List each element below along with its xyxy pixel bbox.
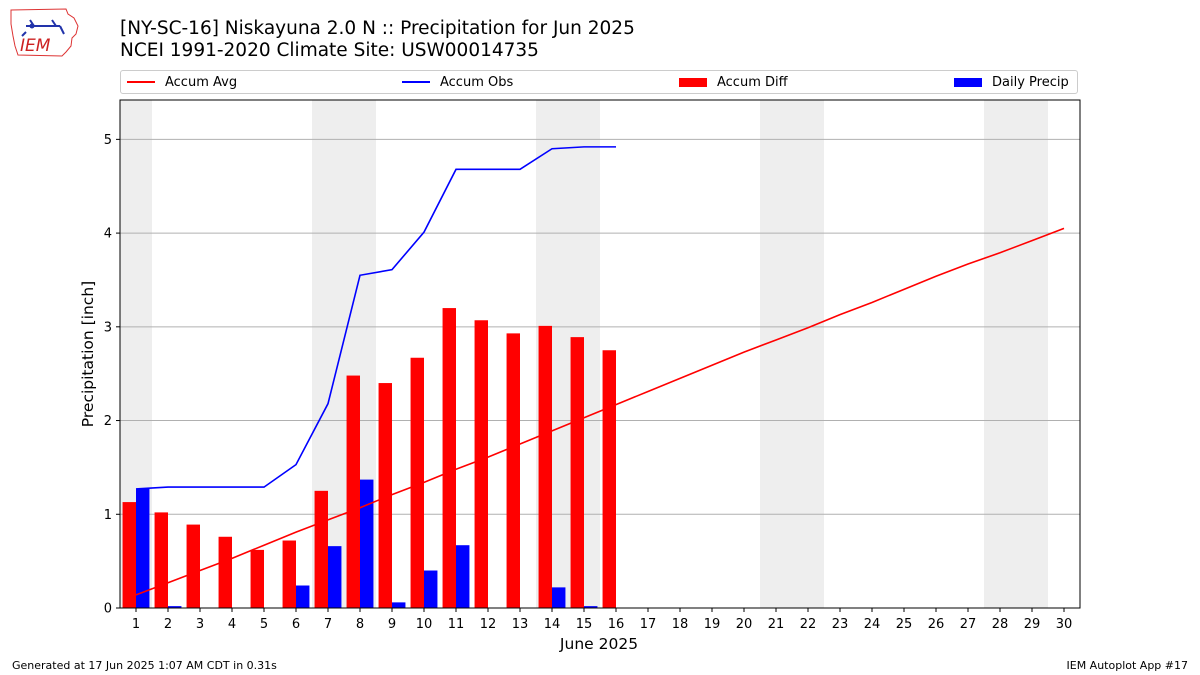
weather-glyph (21, 19, 65, 37)
x-tick-label: 8 (356, 617, 364, 632)
accum-diff-bar (154, 512, 168, 608)
accum-diff-bar (346, 375, 360, 608)
iowa-state-outline (10, 8, 79, 57)
daily-precip-bar (296, 585, 310, 608)
accum-diff-bar (314, 490, 328, 608)
accum-diff-bar (282, 540, 296, 608)
chart-title-line1: [NY-SC-16] Niskayuna 2.0 N :: Precipitat… (120, 18, 635, 39)
y-tick-label: 2 (104, 414, 112, 429)
accum-diff-bar (122, 502, 136, 608)
accum-obs-line (135, 146, 616, 490)
accum-diff-bar (570, 337, 584, 608)
x-tick-label: 26 (928, 617, 945, 632)
daily-precip-bar (584, 606, 598, 608)
x-tick-label: 7 (324, 617, 332, 632)
x-tick-label: 25 (896, 617, 913, 632)
x-tick-label: 29 (1024, 617, 1041, 632)
accum-diff-bar (538, 325, 552, 608)
daily-precip-bar (456, 545, 470, 608)
daily-precip-bar (424, 570, 438, 608)
daily-precip-bar (392, 602, 406, 608)
x-tick-label: 30 (1056, 617, 1073, 632)
x-tick-label: 21 (768, 617, 785, 632)
daily-precip-bar (136, 488, 150, 608)
y-axis-label: Precipitation [inch] (79, 281, 97, 427)
x-tick-label: 20 (736, 617, 753, 632)
x-tick-label: 15 (576, 617, 593, 632)
legend-accum-diff-label: Accum Diff (717, 74, 788, 90)
legend-accum-obs-label: Accum Obs (440, 74, 514, 90)
legend-daily-precip: Daily Precip (954, 71, 1069, 93)
x-tick-label: 3 (196, 617, 204, 632)
chart-title: [NY-SC-16] Niskayuna 2.0 N :: Precipitat… (120, 18, 635, 62)
series-lines (135, 146, 1065, 596)
x-tick-label: 23 (832, 617, 849, 632)
x-tick-label: 18 (672, 617, 689, 632)
accum-diff-bar (186, 524, 200, 608)
daily-precip-bar (552, 587, 566, 608)
accum-diff-bar (218, 536, 232, 608)
weekend-band (984, 100, 1048, 608)
legend-accum-diff: Accum Diff (679, 71, 788, 93)
x-tick-label: 17 (640, 617, 657, 632)
y-tick-label: 5 (104, 133, 112, 148)
legend-accum-obs: Accum Obs (402, 71, 513, 93)
weekend-band (760, 100, 824, 608)
x-tick-label: 1 (132, 617, 140, 632)
x-tick-label: 16 (608, 617, 625, 632)
legend-accum-avg: Accum Avg (127, 71, 237, 93)
daily-precip-bar (168, 606, 182, 608)
x-tick-label: 24 (864, 617, 881, 632)
x-tick-label: 27 (960, 617, 977, 632)
x-tick-label: 5 (260, 617, 268, 632)
x-tick-label: 19 (704, 617, 721, 632)
x-tick-label: 4 (228, 617, 236, 632)
x-tick-label: 13 (512, 617, 529, 632)
accum-diff-bar (442, 308, 456, 608)
bars (122, 308, 616, 608)
legend-accum-obs-swatch (402, 81, 430, 83)
accum-diff-bar (410, 357, 424, 608)
accum-avg-line (135, 227, 1065, 596)
x-axis-label: June 2025 (559, 635, 638, 653)
x-tick-label: 22 (800, 617, 817, 632)
accum-diff-bar (378, 383, 392, 608)
weather-dot (29, 23, 35, 29)
daily-precip-bar (360, 479, 374, 608)
legend-accum-avg-label: Accum Avg (165, 74, 238, 90)
x-tick-label: 10 (416, 617, 433, 632)
y-tick-label: 4 (104, 227, 112, 242)
plot-frame (119, 99, 1081, 609)
x-tick-label: 6 (292, 617, 300, 632)
iem-logo: IEM (10, 8, 79, 57)
accum-diff-bar (474, 320, 488, 608)
app-footer: IEM Autoplot App #17 (1066, 659, 1189, 672)
daily-precip-bar (328, 546, 342, 608)
chart-legend: Accum Avg Accum Obs Accum Diff Daily Pre… (120, 70, 1078, 94)
x-tick-label: 2 (164, 617, 172, 632)
y-tick-label: 1 (104, 508, 112, 523)
chart-title-line2: NCEI 1991-2020 Climate Site: USW00014735 (120, 40, 539, 61)
y-tick-label: 0 (104, 602, 112, 617)
legend-daily-precip-label: Daily Precip (992, 74, 1069, 90)
legend-accum-avg-swatch (127, 81, 155, 83)
x-tick-label: 11 (448, 617, 465, 632)
x-tick-label: 12 (480, 617, 497, 632)
x-tick-label: 14 (544, 617, 561, 632)
x-tick-label: 9 (388, 617, 396, 632)
x-tick-label: 28 (992, 617, 1009, 632)
accum-diff-bar (506, 333, 520, 608)
grid-lines (120, 138, 1080, 515)
legend-daily-precip-swatch (954, 77, 982, 87)
legend-accum-diff-swatch (679, 77, 707, 87)
logo-text: IEM (20, 36, 51, 56)
accum-diff-bar (250, 549, 264, 608)
y-tick-label: 3 (104, 320, 112, 335)
accum-diff-bar (602, 350, 616, 608)
generated-footer: Generated at 17 Jun 2025 1:07 AM CDT in … (12, 659, 277, 672)
